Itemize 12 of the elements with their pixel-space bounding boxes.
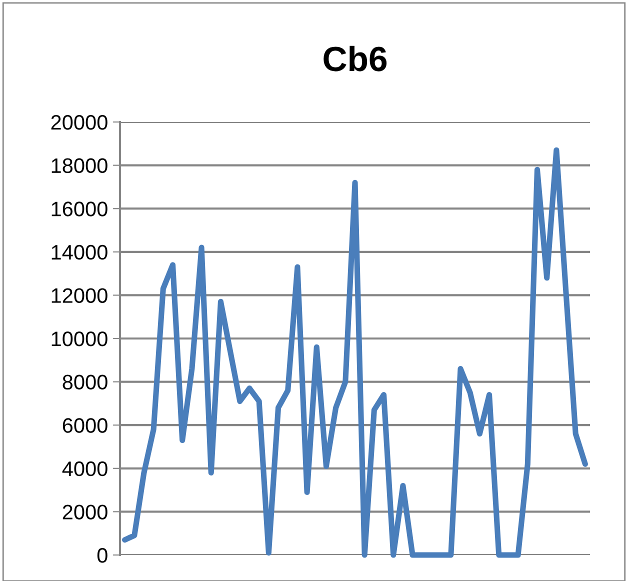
chart-title: Cb6 <box>324 46 387 72</box>
y-tick-label: 10000 <box>52 332 108 346</box>
y-tick-label: 14000 <box>52 244 108 260</box>
y-tick-label: 16000 <box>52 202 108 216</box>
y-tick-label: 6000 <box>62 418 108 433</box>
y-tick-label: 2000 <box>62 504 108 520</box>
y-tick-label: 12000 <box>52 288 108 303</box>
y-tick-label: 20000 <box>51 115 108 130</box>
y-tick-label: 4000 <box>62 461 108 476</box>
y-tick-label: 18000 <box>52 158 108 174</box>
y-tick-label: 0 <box>97 548 108 563</box>
y-tick-label: 8000 <box>62 374 108 390</box>
